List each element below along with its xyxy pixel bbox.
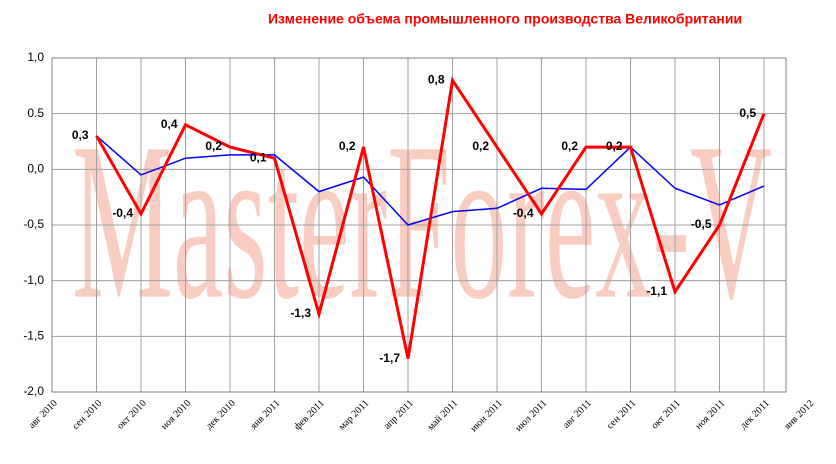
data-label: -1,7 bbox=[379, 351, 400, 365]
x-tick-label: дек 2010 bbox=[204, 398, 238, 432]
data-label: 0,5 bbox=[739, 106, 756, 120]
data-label: -0,4 bbox=[112, 206, 133, 220]
x-tick-label: дек 2011 bbox=[738, 398, 772, 432]
y-tick-label: -1,0 bbox=[23, 273, 44, 287]
data-label: -1,3 bbox=[290, 306, 311, 320]
x-tick-label: авг 2011 bbox=[561, 398, 594, 431]
x-tick-label: ноя 2011 bbox=[693, 398, 727, 432]
data-label: 0,2 bbox=[472, 139, 489, 153]
data-label: 0,2 bbox=[339, 139, 356, 153]
x-tick-label: фев 2011 bbox=[292, 398, 326, 432]
x-tick-label: июл 2011 bbox=[513, 398, 549, 434]
data-label: -0,5 bbox=[691, 217, 712, 231]
x-tick-label: янв 2011 bbox=[248, 398, 282, 432]
data-label: 0,2 bbox=[606, 139, 623, 153]
y-tick-label: -0,5 bbox=[23, 217, 44, 231]
y-tick-label: 1,0 bbox=[27, 50, 44, 64]
data-label: 0,2 bbox=[561, 139, 578, 153]
x-tick-label: мар 2011 bbox=[337, 398, 372, 433]
y-tick-label: -2,0 bbox=[23, 384, 44, 398]
plot-frame bbox=[51, 57, 787, 393]
watermark: MasterForex-V bbox=[72, 98, 772, 346]
data-label: 0,1 bbox=[250, 150, 267, 164]
data-label: 0,4 bbox=[161, 117, 178, 131]
line-series bbox=[95, 76, 766, 359]
data-label: 0,8 bbox=[428, 72, 445, 86]
y-tick-label: -1,5 bbox=[23, 329, 44, 343]
x-tick-label: авг 2010 bbox=[27, 398, 60, 431]
data-label: 0,2 bbox=[205, 139, 222, 153]
x-tick-label: окт 2010 bbox=[115, 398, 149, 432]
x-tick-label: янв 2012 bbox=[782, 398, 816, 432]
x-tick-label: апр 2011 bbox=[382, 398, 416, 432]
y-tick-label: 0,0 bbox=[27, 162, 44, 176]
chart-title: Изменение объема промышленного производс… bbox=[268, 11, 742, 27]
x-tick-label: сен 2010 bbox=[70, 398, 104, 432]
data-label: -0,4 bbox=[513, 206, 534, 220]
y-tick-label: 0.5 bbox=[27, 106, 44, 120]
x-tick-label: июн 2011 bbox=[468, 398, 504, 434]
x-tick-label: май 2011 bbox=[425, 398, 460, 433]
x-tick-label: ноя 2010 bbox=[159, 398, 193, 432]
x-tick-label: сен 2011 bbox=[605, 398, 639, 432]
x-tick-label: окт 2011 bbox=[649, 398, 682, 431]
data-label: -1,1 bbox=[646, 284, 667, 298]
data-label: 0,3 bbox=[72, 128, 89, 142]
